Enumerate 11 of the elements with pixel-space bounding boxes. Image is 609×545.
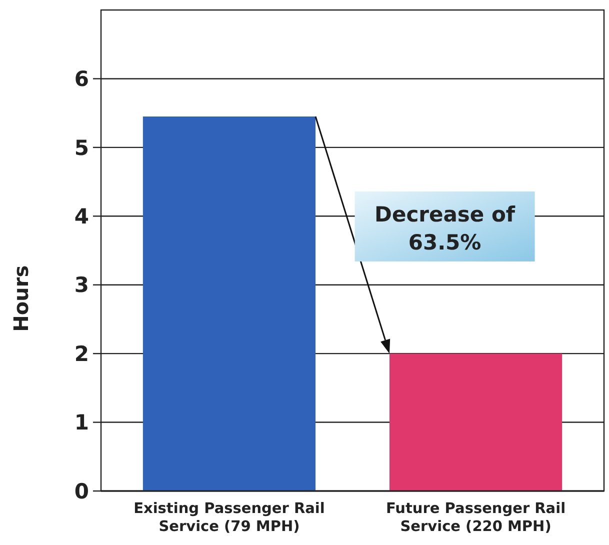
annotation: Decrease of 63.5% bbox=[374, 202, 516, 254]
x-tick-label: Existing Passenger Rail Service (79 MPH) bbox=[134, 501, 325, 535]
y-tick-label: 6 bbox=[74, 67, 89, 92]
y-tick-label: 4 bbox=[74, 204, 89, 228]
y-tick-label: 1 bbox=[74, 410, 89, 435]
y-axis-title: Hours bbox=[9, 265, 33, 332]
x-tick-label: Future Passenger Rail Service (220 MPH) bbox=[386, 501, 566, 535]
y-tick-label: 0 bbox=[74, 479, 89, 504]
y-tick-label: 3 bbox=[74, 273, 89, 298]
y-tick-label: 2 bbox=[74, 342, 89, 366]
y-tick-label: 5 bbox=[74, 136, 89, 160]
